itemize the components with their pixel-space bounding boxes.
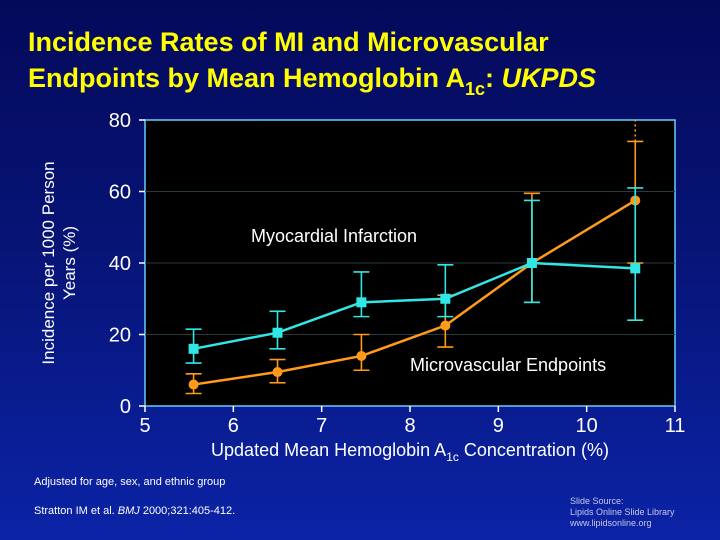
adjustment-note: Adjusted for age, sex, and ethnic group bbox=[34, 476, 226, 488]
data-point bbox=[440, 320, 451, 331]
x-axis-label-suffix: Concentration (%) bbox=[458, 440, 609, 460]
x-tick-label: 10 bbox=[576, 415, 598, 437]
data-point bbox=[272, 327, 283, 338]
title-subscript: 1c bbox=[465, 79, 486, 99]
data-point bbox=[356, 297, 367, 308]
x-tick-label: 5 bbox=[139, 415, 150, 437]
series-line bbox=[193, 199, 636, 386]
citation-details: 2000;321:405-412. bbox=[139, 505, 236, 517]
x-tick-label: 6 bbox=[228, 415, 239, 437]
citation-journal: BMJ bbox=[117, 505, 140, 517]
citation-authors: Stratton IM et al. bbox=[34, 505, 118, 517]
title-line-1: Incidence Rates of MI and Microvascular bbox=[28, 27, 549, 57]
x-axis-label-prefix: Updated Mean Hemoglobin A bbox=[211, 440, 447, 460]
x-axis-label: Updated Mean Hemoglobin A1c Concentratio… bbox=[110, 440, 710, 464]
data-point bbox=[356, 350, 367, 361]
y-tick-label: 40 bbox=[109, 253, 131, 275]
y-tick-label: 60 bbox=[109, 182, 131, 204]
data-point bbox=[526, 258, 537, 268]
y-tick-label: 20 bbox=[109, 325, 131, 347]
annotation-myocardial-infarction: Myocardial Infarction bbox=[251, 226, 417, 246]
title-colon: : bbox=[485, 63, 502, 93]
y-axis-label-line-1: Incidence per 1000 Person bbox=[39, 161, 58, 364]
series-layer bbox=[185, 120, 644, 395]
y-tick-label: 0 bbox=[120, 396, 131, 418]
slide-title: Incidence Rates of MI and Microvascular … bbox=[28, 24, 708, 99]
x-tick-label: 9 bbox=[493, 415, 504, 437]
y-axis-label-line-2: Years (%) bbox=[60, 226, 79, 300]
citation: Stratton IM et al. BMJ 2000;321:405-412. bbox=[34, 505, 235, 517]
series-line bbox=[193, 261, 636, 351]
data-point bbox=[630, 263, 641, 274]
data-point bbox=[272, 367, 283, 378]
source-line-3: www.lipidsonline.org bbox=[570, 518, 652, 528]
title-study-name: UKPDS bbox=[501, 63, 597, 93]
title-line-2-prefix: Endpoints by Mean Hemoglobin A bbox=[28, 63, 465, 93]
x-tick-label: 7 bbox=[316, 415, 327, 437]
x-tick-label: 11 bbox=[665, 415, 686, 437]
x-tick-label: 8 bbox=[404, 415, 415, 437]
data-point bbox=[188, 343, 199, 354]
data-point bbox=[440, 293, 451, 304]
series-myocardial-infarction bbox=[185, 187, 644, 364]
source-line-2: Lipids Online Slide Library bbox=[570, 507, 675, 517]
axes: 0 20 40 60 80 5 6 7 8 9 10 11 bbox=[109, 110, 686, 437]
y-tick-label: 80 bbox=[109, 110, 131, 132]
source-line-1: Slide Source: bbox=[570, 496, 624, 506]
grid-lines bbox=[145, 191, 675, 335]
data-point bbox=[188, 379, 199, 390]
slide-source: Slide Source: Lipids Online Slide Librar… bbox=[570, 496, 675, 529]
x-axis-label-subscript: 1c bbox=[446, 450, 459, 464]
annotation-microvascular-endpoints: Microvascular Endpoints bbox=[410, 355, 606, 375]
